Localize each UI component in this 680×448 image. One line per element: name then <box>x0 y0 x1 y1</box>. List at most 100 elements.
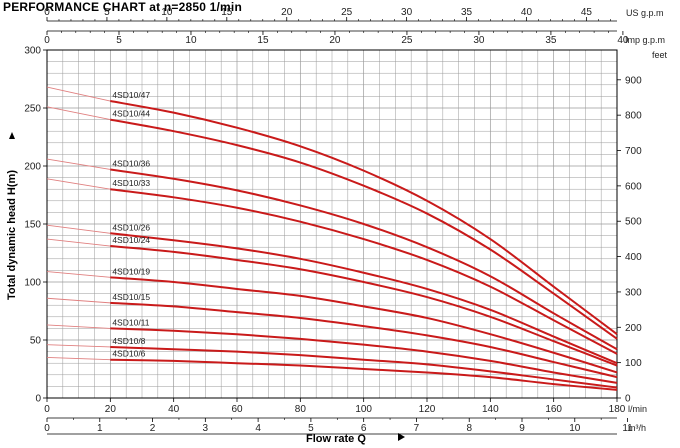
m3h-tick-label: 2 <box>150 423 156 434</box>
curve-extension <box>46 297 111 304</box>
m3h-tick-label: 8 <box>466 423 472 434</box>
m3h-tick-label: 0 <box>44 423 50 434</box>
curve-4SD10-44 <box>110 118 618 340</box>
imp-gpm-tick-label: 5 <box>116 35 122 46</box>
y-tick-label: 300 <box>24 46 41 57</box>
imp-gpm-tick-label: 25 <box>401 35 413 46</box>
m3h-tick-label: 9 <box>519 423 525 434</box>
x-tick-label: 20 <box>105 404 117 415</box>
imp-gpm-tick-label: 35 <box>545 35 557 46</box>
feet-tick-label: 500 <box>625 217 642 228</box>
y-tick-label: 200 <box>24 162 41 173</box>
imp-gpm-tick-label: 40 <box>617 35 629 46</box>
curve-label: 4SD10/26 <box>112 222 150 232</box>
curve-extension <box>46 178 111 190</box>
curve-4SD10-26 <box>110 232 618 365</box>
x-tick-label: 40 <box>168 404 180 415</box>
curve-label: 4SD10/19 <box>112 266 150 276</box>
feet-tick-label: 200 <box>625 323 642 334</box>
us-gpm-tick-label: 35 <box>461 7 473 18</box>
y-tick-label: 100 <box>24 278 41 289</box>
x-tick-label: 160 <box>545 404 562 415</box>
curve-label: 4SD10/24 <box>112 235 150 245</box>
curve-4SD10-36 <box>110 168 618 351</box>
curve-4SD10-24 <box>110 245 618 367</box>
feet-tick-label: 0 <box>625 394 631 405</box>
us-gpm-unit-label: US g.p.m <box>626 8 664 18</box>
us-gpm-tick-label: 10 <box>161 7 173 18</box>
imp-gpm-tick-label: 15 <box>257 35 269 46</box>
curve-extension <box>46 238 111 247</box>
feet-tick-label: 400 <box>625 252 642 263</box>
y-axis-arrow-icon <box>9 132 15 139</box>
m3h-tick-label: 11 <box>622 423 633 434</box>
curve-extension <box>46 344 111 348</box>
curve-labels: 4SD10/47 4SD10/44 4SD10/36 4SD10/33 4SD10/26… <box>112 90 150 359</box>
curve-4SD10-8 <box>110 345 618 389</box>
feet-tick-label: 700 <box>625 146 642 157</box>
curve-4SD10-11 <box>110 327 618 384</box>
curve-label: 4SD10/15 <box>112 292 150 302</box>
curve-label: 4SD10/8 <box>112 336 145 346</box>
series <box>46 86 618 391</box>
y-axis-title: Total dynamic head H(m) <box>6 170 18 300</box>
x-tick-label: 140 <box>482 404 499 415</box>
us-gpm-tick-label: 45 <box>581 7 593 18</box>
imp-gpm-tick-label: 0 <box>44 35 50 46</box>
x-tick-label: 60 <box>231 404 243 415</box>
curve-4SD10-19 <box>110 276 618 374</box>
m3h-tick-label: 3 <box>203 423 209 434</box>
curve-label: 4SD10/6 <box>112 349 145 359</box>
curve-label: 4SD10/36 <box>112 158 150 168</box>
m3h-tick-label: 1 <box>97 423 103 434</box>
us-gpm-tick-label: 25 <box>341 7 353 18</box>
imp-gpm-tick-label: 20 <box>329 35 341 46</box>
curve-extension <box>46 356 111 361</box>
x-tick-label: 100 <box>355 404 372 415</box>
feet-tick-label: 300 <box>625 287 642 298</box>
us-gpm-tick-label: 40 <box>521 7 533 18</box>
curve-extension <box>46 158 111 170</box>
feet-unit-label: feet <box>652 50 668 60</box>
curve-extension <box>46 224 111 234</box>
axes: 0 20 40 60 80 100 120 140 160 180 l/min05010015020… <box>24 7 668 435</box>
us-gpm-tick-label: 15 <box>221 7 233 18</box>
imp-gpm-unit-label: Imp g.p.m <box>625 35 665 45</box>
m3h-unit-label: m³/h <box>628 423 646 433</box>
curve-4SD10-6 <box>110 358 618 391</box>
x-tick-label: 180 <box>609 404 626 415</box>
x-unit-label: l/min <box>628 404 647 414</box>
curve-4SD10-47 <box>110 100 618 335</box>
imp-gpm-tick-label: 10 <box>185 35 197 46</box>
feet-tick-label: 600 <box>625 181 642 192</box>
m3h-tick-label: 4 <box>255 423 261 434</box>
curve-label: 4SD10/47 <box>112 90 150 100</box>
us-gpm-tick-label: 20 <box>281 7 293 18</box>
curve-label: 4SD10/33 <box>112 178 150 188</box>
curve-label: 4SD10/11 <box>112 317 149 327</box>
x-axis-title: Flow rate Q <box>306 433 366 445</box>
m3h-tick-label: 6 <box>361 423 367 434</box>
chart-title: PERFORMANCE CHART at n=2850 1/min <box>3 0 242 14</box>
x-tick-label: 80 <box>295 404 307 415</box>
curve-4SD10-15 <box>110 301 618 379</box>
curve-extension <box>46 106 111 121</box>
m3h-tick-label: 10 <box>569 423 581 434</box>
us-gpm-tick-label: 0 <box>44 7 50 18</box>
y-tick-label: 50 <box>30 336 42 347</box>
feet-tick-label: 900 <box>625 75 642 86</box>
x-axis-arrow-icon <box>398 433 405 441</box>
x-tick-label: 0 <box>44 404 50 415</box>
m3h-tick-label: 7 <box>414 423 420 434</box>
curve-extension <box>46 86 111 102</box>
x-tick-label: 120 <box>419 404 436 415</box>
m3h-tick-label: 5 <box>308 423 314 434</box>
feet-tick-label: 800 <box>625 111 642 122</box>
curve-4SD10-33 <box>110 188 618 355</box>
feet-tick-label: 100 <box>625 358 642 369</box>
us-gpm-tick-label: 30 <box>401 7 413 18</box>
curve-extension <box>46 271 111 278</box>
curve-label: 4SD10/44 <box>112 109 150 119</box>
imp-gpm-tick-label: 30 <box>473 35 485 46</box>
